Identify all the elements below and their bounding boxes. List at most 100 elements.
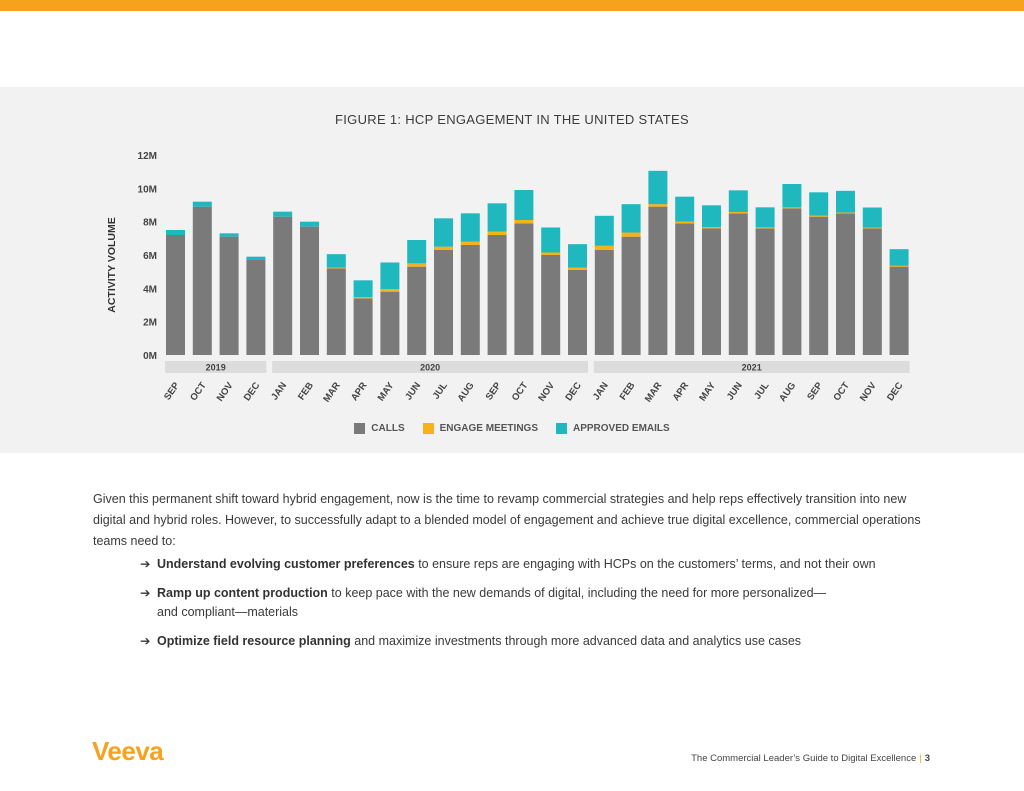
bar-calls bbox=[675, 223, 695, 355]
bar-approved-emails bbox=[621, 204, 641, 233]
x-tick-label: JUN bbox=[725, 380, 745, 402]
x-tick-label: SEP bbox=[805, 380, 825, 402]
bar-approved-emails bbox=[648, 170, 668, 205]
x-tick-label: JAN bbox=[591, 380, 611, 402]
bar-approved-emails bbox=[728, 190, 748, 212]
list-item: ➔ Optimize field resource planning and m… bbox=[140, 632, 900, 651]
bullet-text: Optimize field resource planning and max… bbox=[157, 632, 801, 651]
bar-engage-meetings bbox=[728, 212, 748, 214]
footer-separator: | bbox=[919, 753, 922, 764]
year-band bbox=[272, 361, 588, 373]
bullet-bold-text: Optimize field resource planning bbox=[157, 634, 351, 648]
bar-approved-emails bbox=[514, 190, 534, 220]
bar-engage-meetings bbox=[514, 220, 534, 224]
bar-approved-emails bbox=[246, 256, 266, 260]
page-footer: The Commercial Leader’s Guide to Digital… bbox=[691, 753, 930, 764]
bullet-bold-text: Understand evolving customer preferences bbox=[157, 557, 415, 571]
legend-item-calls: CALLS bbox=[354, 423, 405, 434]
x-tick-label: MAY bbox=[376, 380, 397, 403]
bar-calls bbox=[326, 268, 346, 355]
bullet-text: Ramp up content production to keep pace … bbox=[157, 584, 847, 622]
bar-calls bbox=[702, 228, 721, 355]
year-label: 2019 bbox=[206, 363, 226, 373]
x-tick-label: FEB bbox=[296, 380, 316, 402]
bar-approved-emails bbox=[166, 230, 185, 235]
x-tick-label: OCT bbox=[510, 380, 531, 403]
bar-calls bbox=[460, 245, 480, 355]
y-tick-label: 10M bbox=[138, 184, 157, 195]
x-tick-label: DEC bbox=[563, 380, 584, 403]
bar-engage-meetings bbox=[434, 246, 453, 250]
body-paragraph: Given this permanent shift toward hybrid… bbox=[93, 492, 921, 548]
x-tick-label: MAR bbox=[643, 380, 664, 404]
bar-approved-emails bbox=[219, 233, 239, 237]
legend-item-engage-meetings: ENGAGE MEETINGS bbox=[422, 423, 538, 434]
y-axis-title: ACTIVITY VOLUME bbox=[106, 217, 118, 312]
bar-engage-meetings bbox=[862, 227, 882, 229]
x-tick-label: NOV bbox=[536, 380, 557, 404]
x-tick-label: AUG bbox=[777, 380, 798, 404]
bar-engage-meetings bbox=[648, 204, 668, 207]
y-tick-label: 0M bbox=[143, 351, 157, 362]
legend-label-calls: CALLS bbox=[371, 423, 405, 434]
bar-engage-meetings bbox=[621, 232, 641, 237]
bar-calls bbox=[809, 216, 829, 355]
x-tick-label: NOV bbox=[215, 380, 236, 404]
bar-engage-meetings bbox=[755, 227, 775, 229]
bar-calls bbox=[353, 298, 373, 355]
bar-calls bbox=[192, 206, 212, 355]
bar-approved-emails bbox=[836, 190, 855, 213]
bar-engage-meetings bbox=[809, 215, 829, 217]
bullet-rest-text: and maximize investments through more ad… bbox=[350, 634, 802, 648]
y-tick-label: 6M bbox=[143, 251, 157, 262]
footer-doc-title: The Commercial Leader’s Guide to Digital… bbox=[691, 753, 917, 764]
bar-calls bbox=[514, 223, 534, 355]
top-accent-bar bbox=[0, 0, 1024, 11]
bar-approved-emails bbox=[380, 262, 400, 290]
x-tick-label: DEC bbox=[242, 380, 263, 403]
bar-engage-meetings bbox=[353, 297, 373, 299]
veeva-logo: Veeva bbox=[92, 736, 164, 766]
bar-approved-emails bbox=[568, 244, 587, 268]
bullet-text: Understand evolving customer preferences… bbox=[157, 555, 876, 574]
y-tick-label: 2M bbox=[143, 318, 157, 329]
bar-engage-meetings bbox=[487, 231, 507, 235]
bar-calls bbox=[862, 228, 882, 355]
bar-engage-meetings bbox=[326, 267, 346, 269]
bar-approved-emails bbox=[434, 218, 453, 247]
bar-calls bbox=[648, 206, 668, 355]
bar-calls bbox=[889, 266, 909, 355]
bullet-rest-text: to keep pace with the new demands of dig… bbox=[157, 586, 827, 619]
bar-approved-emails bbox=[594, 215, 614, 246]
x-tick-label: OCT bbox=[188, 380, 209, 403]
bar-approved-emails bbox=[326, 254, 346, 268]
x-tick-label: AUG bbox=[456, 380, 477, 404]
x-tick-label: NOV bbox=[858, 380, 879, 404]
bar-calls bbox=[541, 255, 561, 355]
bar-engage-meetings bbox=[889, 265, 909, 267]
list-item: ➔ Ramp up content production to keep pac… bbox=[140, 584, 900, 622]
page-number: 3 bbox=[924, 753, 930, 764]
bar-calls bbox=[273, 216, 293, 355]
legend-label-approved-emails: APPROVED EMAILS bbox=[573, 423, 670, 434]
bar-approved-emails bbox=[755, 207, 775, 228]
bar-engage-meetings bbox=[460, 241, 480, 245]
x-tick-label: APR bbox=[349, 380, 370, 403]
x-tick-label: JAN bbox=[269, 380, 289, 402]
bar-approved-emails bbox=[192, 201, 212, 207]
legend-label-engage-meetings: ENGAGE MEETINGS bbox=[439, 423, 538, 434]
y-tick-label: 4M bbox=[143, 284, 157, 295]
bar-engage-meetings bbox=[568, 267, 587, 270]
bar-engage-meetings bbox=[407, 263, 427, 267]
bullet-bold-text: Ramp up content production bbox=[157, 586, 328, 600]
bar-calls bbox=[782, 208, 802, 355]
legend-swatch-calls bbox=[354, 423, 366, 434]
bar-approved-emails bbox=[809, 192, 829, 216]
x-tick-label: APR bbox=[671, 380, 692, 403]
bar-calls bbox=[594, 250, 614, 355]
bar-approved-emails bbox=[487, 203, 507, 232]
bullet-rest-text: to ensure reps are engaging with HCPs on… bbox=[414, 557, 876, 571]
bar-approved-emails bbox=[675, 196, 695, 222]
list-item: ➔ Understand evolving customer preferenc… bbox=[140, 555, 900, 574]
